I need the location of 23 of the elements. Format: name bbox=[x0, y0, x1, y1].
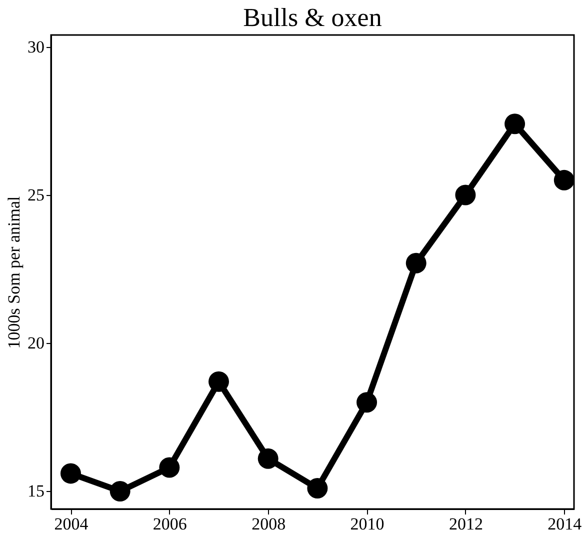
point bbox=[159, 457, 180, 478]
y-tick-label: 30 bbox=[28, 37, 44, 56]
x-tick-label: 2010 bbox=[350, 514, 384, 534]
y-tick-label: 20 bbox=[28, 334, 44, 353]
point bbox=[208, 371, 229, 392]
point bbox=[504, 114, 526, 134]
x-tick-label: 2014 bbox=[548, 514, 582, 534]
point bbox=[110, 481, 130, 502]
x-tick-label: 2012 bbox=[448, 514, 483, 534]
point bbox=[258, 448, 278, 469]
point bbox=[60, 463, 81, 484]
point bbox=[406, 252, 426, 274]
x-tick-label: 2006 bbox=[152, 514, 187, 534]
y-tick-label: 25 bbox=[28, 185, 44, 204]
y-tick-label: 15 bbox=[28, 482, 44, 501]
point bbox=[356, 392, 378, 413]
y-axis-title: 1000s Som per animal bbox=[4, 196, 24, 349]
point bbox=[307, 478, 328, 498]
x-tick-label: 2004 bbox=[54, 514, 89, 534]
point bbox=[455, 184, 476, 206]
x-tick-label: 2008 bbox=[252, 514, 286, 534]
chart-title: Bulls & oxen bbox=[243, 3, 382, 32]
point bbox=[554, 170, 574, 190]
